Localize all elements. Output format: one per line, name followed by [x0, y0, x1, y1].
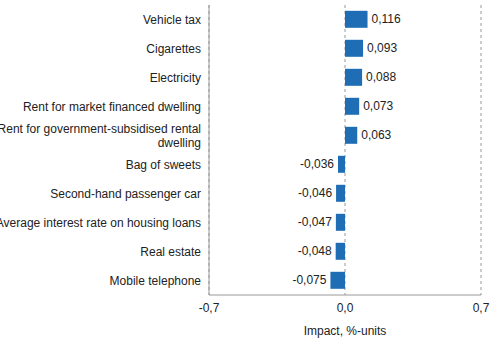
svg-text:0,063: 0,063 — [361, 128, 391, 142]
svg-text:Impact, %-units: Impact, %-units — [304, 324, 387, 338]
svg-text:-0,075: -0,075 — [292, 273, 326, 287]
svg-text:0,088: 0,088 — [366, 70, 396, 84]
svg-text:0,0: 0,0 — [337, 301, 354, 315]
svg-text:Real estate: Real estate — [140, 245, 201, 259]
svg-text:-0,7: -0,7 — [199, 301, 220, 315]
svg-text:-0,046: -0,046 — [298, 186, 332, 200]
svg-text:Vehicle tax: Vehicle tax — [143, 13, 201, 27]
svg-text:Cigarettes: Cigarettes — [146, 42, 201, 56]
svg-text:0,116: 0,116 — [372, 12, 401, 26]
svg-text:Mobile telephone: Mobile telephone — [110, 274, 202, 288]
svg-text:Rent for government-subsidised: Rent for government-subsidised rentaldwe… — [8, 122, 201, 150]
svg-text:Rent for market financed dwell: Rent for market financed dwelling — [23, 100, 201, 114]
svg-text:-0,047: -0,047 — [298, 215, 332, 229]
svg-text:Second-hand passenger car: Second-hand passenger car — [50, 187, 201, 201]
svg-text:Average interest rate on housi: Average interest rate on housing loans — [8, 216, 201, 230]
svg-text:0,073: 0,073 — [363, 99, 393, 113]
svg-text:Bag of sweets: Bag of sweets — [126, 158, 201, 172]
svg-text:0,093: 0,093 — [367, 41, 397, 55]
svg-text:0,7: 0,7 — [473, 301, 490, 315]
svg-text:-0,048: -0,048 — [298, 244, 332, 258]
svg-text:Electricity: Electricity — [150, 71, 201, 85]
svg-text:-0,036: -0,036 — [300, 157, 334, 171]
